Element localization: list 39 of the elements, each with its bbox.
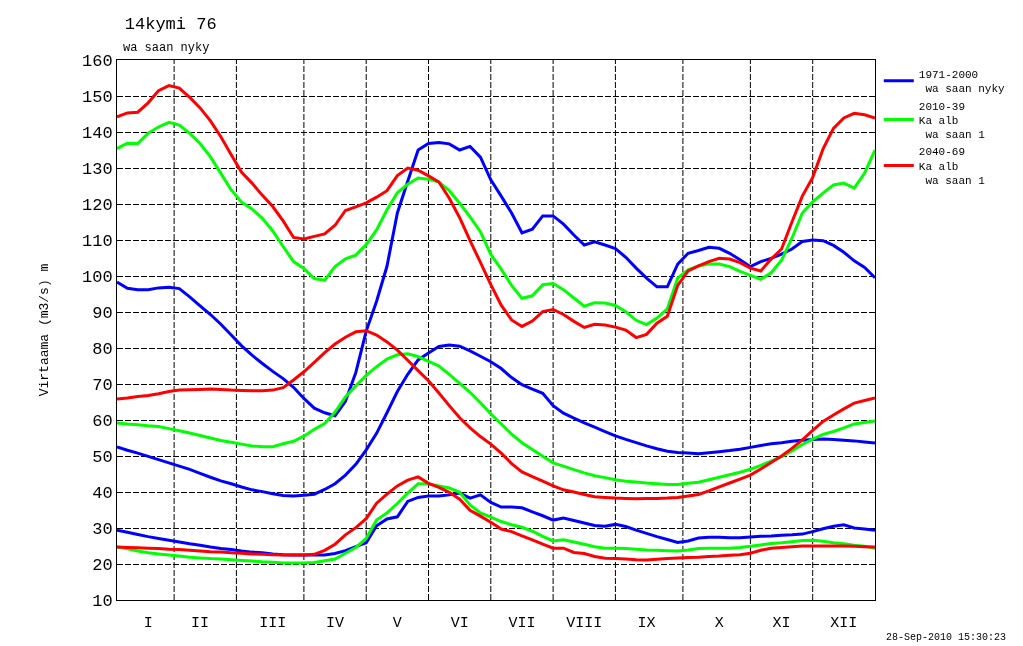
y-tick-label: 140 (81, 123, 113, 143)
chart-subtitle: wa saan nyky (123, 41, 210, 55)
x-tick-label: I (143, 615, 153, 632)
legend-label: 1971-2000 wa saan nyky (918, 68, 1005, 96)
x-tick-label: III (259, 615, 287, 632)
y-tick-label: 10 (92, 591, 113, 611)
y-tick-label: 100 (81, 267, 113, 287)
text: 28-Sep-2010 15:30:23 (886, 632, 1007, 643)
y-tick-label: 150 (81, 87, 113, 107)
line-series (117, 120, 875, 327)
y-tick-label: 70 (92, 375, 113, 395)
x-tick-label: XII (830, 615, 858, 632)
x-tick-label: V (392, 615, 402, 632)
y-tick-label: 30 (92, 519, 113, 539)
chart-title: 14kymi 76 (124, 14, 217, 34)
y-tick-label: 80 (92, 339, 113, 359)
x-tick-label: XI (772, 615, 791, 632)
x-tick-label: VII (508, 615, 536, 632)
line-series (117, 84, 875, 340)
line-series (117, 491, 875, 557)
y-tick-label: 20 (92, 555, 113, 575)
x-tick-label: II (191, 615, 210, 632)
y-tick-label: 40 (92, 483, 113, 503)
y-tick-label: 90 (92, 303, 113, 323)
y-tick-label: 130 (81, 159, 113, 179)
y-tick-label: 120 (81, 195, 113, 215)
legend-label: 2010-39 Ka alb wa saan 1 (918, 100, 986, 142)
x-tick-label: VIII (566, 615, 603, 632)
line-series (117, 140, 875, 418)
x-tick-label: IV (326, 615, 345, 632)
x-tick-label: X (714, 615, 724, 632)
y-tick-label: 50 (92, 447, 113, 467)
y-axis-title: Virtaama (m3/s) m (36, 263, 52, 397)
y-tick-label: 60 (92, 411, 113, 431)
y-tick-label: 160 (81, 51, 113, 71)
y-tick-label: 110 (81, 231, 113, 251)
x-tick-label: VI (450, 615, 469, 632)
x-tick-label: IX (637, 615, 656, 632)
legend-label: 2040-69 Ka alb wa saan 1 (918, 146, 986, 188)
